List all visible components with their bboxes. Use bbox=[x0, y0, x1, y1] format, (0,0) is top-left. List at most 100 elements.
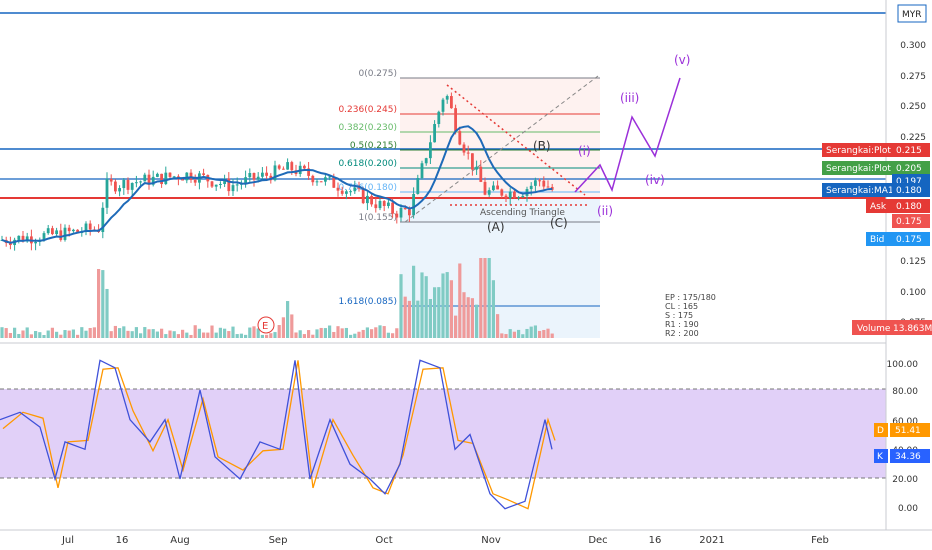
trade-plan-line: R1 : 190 bbox=[665, 320, 699, 329]
volume-bar bbox=[487, 258, 491, 338]
volume-bar bbox=[63, 330, 67, 338]
volume-bar bbox=[143, 327, 147, 338]
candle-body bbox=[248, 173, 252, 178]
candle-body bbox=[374, 204, 378, 209]
volume-bar bbox=[0, 327, 4, 338]
candle-body bbox=[46, 228, 50, 234]
candlestick-series bbox=[0, 92, 554, 251]
volume-bar bbox=[67, 330, 71, 338]
candle-body bbox=[403, 207, 407, 210]
earnings-marker[interactable] bbox=[257, 316, 275, 334]
stoch-d-line bbox=[2, 360, 556, 510]
price-tag-value: 0.175 bbox=[896, 217, 922, 227]
candle-body bbox=[479, 166, 483, 182]
candle-body bbox=[429, 142, 432, 159]
candle-body bbox=[252, 173, 256, 180]
time-axis-label: 2021 bbox=[699, 535, 724, 546]
candle-body bbox=[370, 195, 373, 205]
candle-body bbox=[454, 108, 457, 132]
volume-bar bbox=[8, 332, 12, 338]
price-tag-value-box bbox=[892, 232, 930, 246]
candle-body bbox=[76, 229, 79, 233]
volume-bar bbox=[55, 331, 59, 338]
price-tag-label-box bbox=[822, 161, 894, 175]
price-tag-label-box bbox=[866, 199, 894, 213]
trade-plan: EP : 175/180 CL : 165 S : 175 R1 : 190 R… bbox=[665, 293, 716, 338]
volume-bar bbox=[181, 329, 185, 338]
volume-bar bbox=[134, 327, 138, 338]
stoch-tick-label: 0.00 bbox=[898, 504, 918, 514]
candle-body bbox=[88, 223, 92, 230]
candle-body bbox=[67, 227, 71, 232]
volume-bar bbox=[399, 274, 403, 338]
price-tick-label: 0.125 bbox=[900, 257, 926, 267]
candle-body bbox=[244, 177, 247, 184]
candle-body bbox=[366, 195, 369, 204]
volume-bars bbox=[0, 258, 554, 338]
fib-level-label: 0.5(0.215) bbox=[350, 141, 397, 151]
volume-bar bbox=[256, 328, 260, 338]
candle-body bbox=[193, 179, 197, 183]
time-axis-label: Aug bbox=[170, 535, 190, 546]
volume-bar bbox=[433, 287, 437, 338]
volume-bar bbox=[4, 328, 8, 338]
pattern-label: Ascending Triangle bbox=[480, 208, 565, 218]
candle-body bbox=[340, 190, 344, 194]
price-tags: Serangkai:Plot 0.215 Serangkai:Plot 0.205 0.… bbox=[822, 143, 930, 246]
ma10-line bbox=[1, 125, 553, 244]
volume-bar bbox=[311, 334, 315, 338]
price-tick-label: 0.300 bbox=[900, 41, 926, 51]
volume-bar bbox=[323, 328, 327, 338]
volume-bar bbox=[130, 331, 134, 338]
volume-bar bbox=[496, 314, 500, 338]
volume-bar bbox=[139, 333, 143, 338]
price-tick-label: 0.275 bbox=[900, 72, 926, 82]
volume-bar bbox=[328, 325, 332, 338]
volume-bar bbox=[500, 333, 504, 338]
candle-body bbox=[345, 191, 348, 194]
volume-bar bbox=[218, 327, 222, 338]
volume-bar bbox=[151, 329, 155, 338]
currency-badge-label: MYR bbox=[902, 10, 922, 20]
candle-body bbox=[534, 180, 537, 186]
candle-body bbox=[496, 185, 499, 190]
price-tag-label: Serangkai:MA10 bbox=[826, 186, 900, 196]
volume-bar bbox=[80, 327, 84, 338]
volume-bar bbox=[407, 300, 411, 338]
volume-bar bbox=[470, 298, 474, 338]
fib-level-label: 0.236(0.245) bbox=[338, 105, 397, 115]
candle-body bbox=[475, 166, 478, 170]
volume-bar bbox=[374, 327, 378, 338]
candle-body bbox=[353, 187, 357, 192]
time-axis-label: Sep bbox=[269, 535, 288, 546]
wave-label-iv: (iv) bbox=[645, 173, 665, 187]
candle-body bbox=[357, 187, 361, 189]
earnings-marker-label: E bbox=[262, 321, 268, 332]
volume-bar bbox=[370, 329, 374, 338]
volume-bar bbox=[428, 299, 432, 338]
volume-bar bbox=[176, 334, 180, 338]
volume-bar bbox=[223, 328, 227, 338]
currency-badge[interactable] bbox=[897, 4, 927, 23]
volume-bar bbox=[420, 272, 424, 338]
candle-body bbox=[437, 111, 441, 125]
volume-bar bbox=[479, 258, 483, 338]
stoch-tick-label: 20.00 bbox=[892, 475, 918, 485]
volume-bar bbox=[462, 292, 466, 338]
candle-body bbox=[261, 172, 264, 177]
candle-body bbox=[332, 176, 336, 188]
volume-bar bbox=[193, 325, 197, 338]
candle-body bbox=[500, 189, 504, 196]
price-tag-label-box bbox=[822, 143, 894, 157]
candle-body bbox=[256, 176, 260, 180]
volume-bar bbox=[189, 334, 193, 338]
candle-body bbox=[324, 177, 327, 182]
volume-bar bbox=[357, 331, 361, 338]
volume-bar bbox=[382, 326, 386, 338]
volume-bar bbox=[378, 325, 382, 338]
stoch-tick-label: 60.00 bbox=[892, 417, 918, 427]
price-tag-value-box bbox=[892, 183, 930, 197]
price-tick-label: 0.225 bbox=[900, 133, 926, 143]
volume-bar bbox=[353, 333, 357, 338]
volume-bar bbox=[445, 272, 449, 338]
